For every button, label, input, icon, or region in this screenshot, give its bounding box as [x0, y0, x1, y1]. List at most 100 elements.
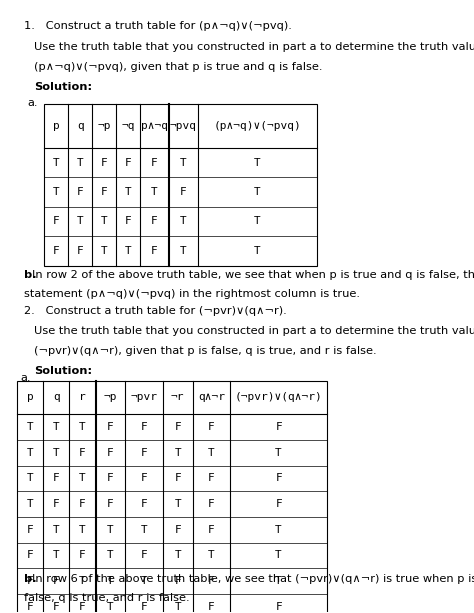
Text: F: F: [208, 525, 215, 535]
Text: T: T: [79, 525, 86, 535]
Text: T: T: [101, 216, 108, 226]
Text: T: T: [275, 550, 282, 560]
Text: F: F: [141, 447, 147, 458]
Text: F: F: [208, 473, 215, 484]
Bar: [17, 381, 327, 613]
Text: Use the truth table that you constructed in part a to determine the truth value : Use the truth table that you constructed…: [34, 326, 474, 336]
Text: T: T: [107, 525, 114, 535]
Text: statement (p∧¬q)∨(¬pvq) in the rightmost column is true.: statement (p∧¬q)∨(¬pvq) in the rightmost…: [24, 289, 360, 299]
Text: T: T: [174, 602, 181, 612]
Text: T: T: [107, 576, 114, 586]
Text: F: F: [27, 602, 34, 612]
Text: false, q is true, and r is false.: false, q is true, and r is false.: [24, 593, 190, 603]
Text: F: F: [275, 499, 282, 509]
Text: F: F: [53, 246, 60, 256]
Text: Solution:: Solution:: [34, 82, 92, 92]
Text: T: T: [53, 187, 60, 197]
Text: T: T: [53, 550, 60, 560]
Text: ¬p: ¬p: [98, 121, 111, 131]
Text: (¬pvr)∨(q∧¬r), given that p is false, q is true, and r is false.: (¬pvr)∨(q∧¬r), given that p is false, q …: [34, 346, 377, 356]
Text: Use the truth table that you constructed in part a to determine the truth value : Use the truth table that you constructed…: [34, 42, 474, 51]
Text: F: F: [53, 499, 60, 509]
Text: T: T: [275, 576, 282, 586]
Text: T: T: [125, 246, 132, 256]
Text: T: T: [254, 187, 261, 197]
Text: r: r: [79, 392, 86, 402]
Text: F: F: [275, 602, 282, 612]
Text: T: T: [79, 422, 86, 432]
Text: F: F: [208, 576, 215, 586]
Text: T: T: [53, 525, 60, 535]
Text: T: T: [174, 499, 181, 509]
Text: In row 6 of the above truth table, we see that (¬pvr)∨(q∧¬r) is true when p is: In row 6 of the above truth table, we se…: [32, 574, 474, 584]
Text: F: F: [174, 525, 181, 535]
Text: F: F: [141, 499, 147, 509]
Text: b.: b.: [24, 270, 36, 280]
Text: ¬pvq: ¬pvq: [170, 121, 197, 131]
Text: F: F: [125, 158, 132, 168]
Text: T: T: [174, 447, 181, 458]
Text: T: T: [77, 158, 84, 168]
Text: F: F: [141, 602, 147, 612]
Text: p: p: [53, 121, 60, 131]
Text: ¬p: ¬p: [104, 392, 117, 402]
Text: T: T: [208, 447, 215, 458]
Text: F: F: [125, 216, 132, 226]
Text: F: F: [101, 187, 108, 197]
Text: T: T: [275, 447, 282, 458]
Text: F: F: [151, 246, 158, 256]
Text: F: F: [77, 246, 84, 256]
Text: p∧¬q: p∧¬q: [141, 121, 168, 131]
Text: T: T: [27, 422, 34, 432]
Text: F: F: [107, 447, 114, 458]
Text: 2.   Construct a truth table for (¬pvr)∨(q∧¬r).: 2. Construct a truth table for (¬pvr)∨(q…: [24, 306, 287, 316]
Text: F: F: [101, 158, 108, 168]
Text: T: T: [77, 216, 84, 226]
Text: q: q: [53, 392, 60, 402]
Text: T: T: [254, 158, 261, 168]
Text: F: F: [27, 576, 34, 586]
Text: F: F: [174, 576, 181, 586]
Text: T: T: [79, 473, 86, 484]
Text: T: T: [27, 473, 34, 484]
Text: T: T: [53, 158, 60, 168]
Text: T: T: [79, 576, 86, 586]
Text: ¬r: ¬r: [171, 392, 184, 402]
Text: F: F: [27, 525, 34, 535]
Text: F: F: [79, 447, 86, 458]
Text: T: T: [107, 602, 114, 612]
Bar: [44, 104, 317, 265]
Text: F: F: [53, 602, 60, 612]
Text: T: T: [254, 216, 261, 226]
Text: a.: a.: [20, 373, 31, 383]
Text: F: F: [180, 187, 187, 197]
Text: F: F: [79, 499, 86, 509]
Text: F: F: [141, 473, 147, 484]
Text: T: T: [208, 550, 215, 560]
Text: T: T: [180, 246, 187, 256]
Text: T: T: [174, 550, 181, 560]
Text: F: F: [275, 422, 282, 432]
Text: ¬pvr: ¬pvr: [131, 392, 158, 402]
Text: F: F: [79, 602, 86, 612]
Text: T: T: [53, 422, 60, 432]
Text: p: p: [27, 392, 34, 402]
Text: T: T: [254, 246, 261, 256]
Text: F: F: [77, 187, 84, 197]
Text: T: T: [180, 216, 187, 226]
Text: (p∧¬q)∨(¬pvq): (p∧¬q)∨(¬pvq): [213, 121, 301, 131]
Text: T: T: [180, 158, 187, 168]
Text: T: T: [151, 187, 158, 197]
Text: F: F: [151, 216, 158, 226]
Text: q∧¬r: q∧¬r: [198, 392, 225, 402]
Text: In row 2 of the above truth table, we see that when p is true and q is false, th: In row 2 of the above truth table, we se…: [32, 270, 474, 280]
Text: F: F: [141, 422, 147, 432]
Text: ¬q: ¬q: [121, 121, 135, 131]
Text: F: F: [174, 473, 181, 484]
Text: F: F: [53, 473, 60, 484]
Text: Solution:: Solution:: [34, 367, 92, 376]
Text: (p∧¬q)∨(¬pvq), given that p is true and q is false.: (p∧¬q)∨(¬pvq), given that p is true and …: [34, 62, 323, 72]
Text: q: q: [77, 121, 84, 131]
Text: F: F: [151, 158, 158, 168]
Text: F: F: [107, 422, 114, 432]
